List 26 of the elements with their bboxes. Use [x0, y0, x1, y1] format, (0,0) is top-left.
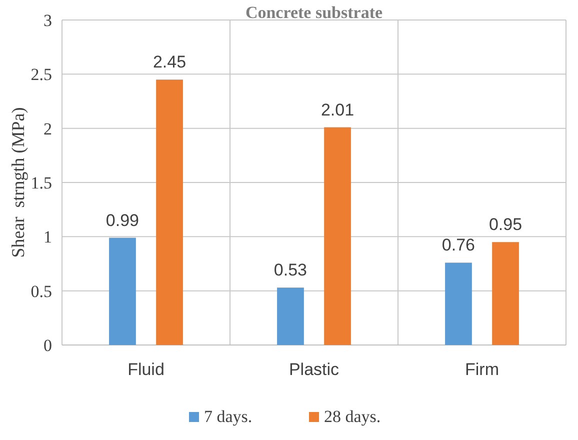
- chart-title: Concrete substrate: [245, 3, 383, 22]
- legend-label: 7 days.: [204, 407, 252, 426]
- bar: [445, 262, 472, 345]
- y-tick-label: 1: [44, 228, 52, 247]
- y-tick-label: 2.5: [30, 65, 52, 84]
- data-label: 0.95: [488, 215, 522, 234]
- data-label: 0.76: [442, 236, 476, 255]
- data-label: 0.53: [274, 260, 308, 280]
- y-tick-label: 2: [44, 119, 52, 138]
- x-tick-label: Fluid: [128, 360, 164, 379]
- x-tick-label: Plastic: [288, 360, 340, 379]
- y-tick-label: 1.5: [30, 173, 52, 192]
- data-label: 0.99: [106, 210, 140, 230]
- data-label: 2.45: [152, 52, 186, 72]
- legend-label: 28 days.: [324, 407, 381, 426]
- y-tick-label: 0.5: [30, 282, 52, 301]
- bar: [156, 80, 183, 345]
- bar: [324, 127, 351, 345]
- y-tick-label: 0: [44, 336, 52, 355]
- bar: [109, 238, 136, 345]
- y-tick-label: 3: [44, 10, 52, 30]
- x-tick-label: Firm: [465, 360, 499, 379]
- data-label: 2.01: [320, 100, 354, 120]
- bar: [277, 288, 304, 345]
- y-axis-title: Shear strngth (MPa): [8, 107, 28, 258]
- bar: [492, 242, 519, 345]
